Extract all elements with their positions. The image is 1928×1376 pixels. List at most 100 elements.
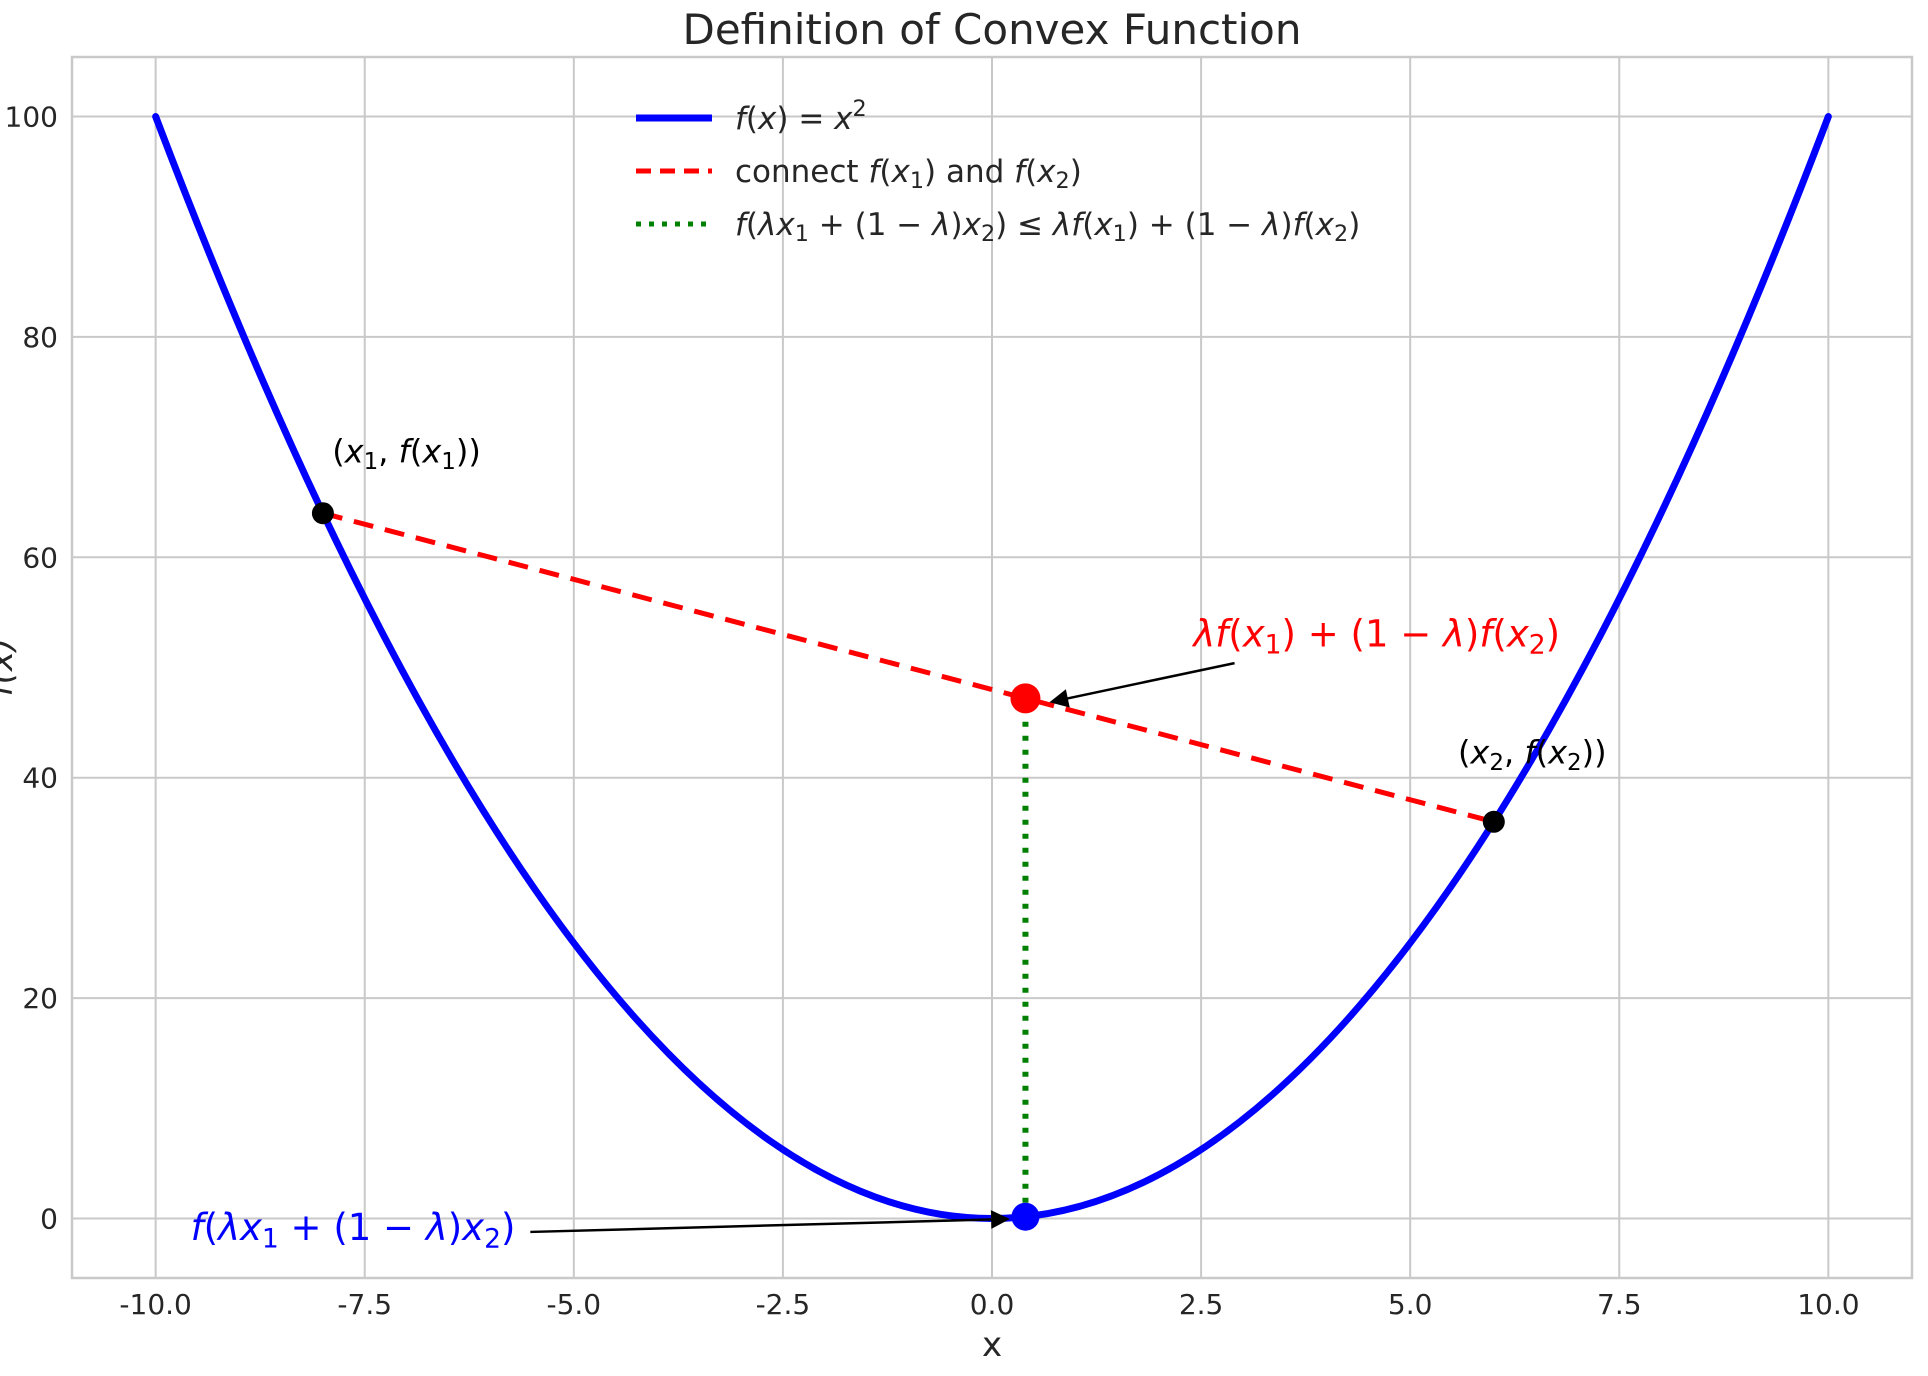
y-tick-100: 100 — [5, 101, 58, 134]
label-curve-value-segment: + (1 − — [279, 1206, 426, 1249]
label-curve-value-segment: x — [461, 1206, 485, 1249]
label-curve-value-segment: 1 — [262, 1223, 279, 1254]
legend-inequality-label-segment: 2 — [1334, 221, 1348, 247]
y-axis-label: f(x) — [0, 638, 21, 697]
x-axis-label: x — [982, 1325, 1002, 1365]
legend-inequality-label-segment: ) ≤ — [995, 207, 1053, 243]
label-chord-value-segment: λ — [1441, 612, 1465, 655]
legend-inequality-label-segment: 1 — [795, 221, 809, 247]
legend-inequality-label-segment: ( — [1082, 207, 1094, 243]
x-tick--10.0: -10.0 — [119, 1288, 191, 1321]
annotation-layer: (x1, f(x1)) (x2, f(x2)) λf(x1) + (1 − λ)f(… — [191, 433, 1607, 1255]
legend-chord-label-segment: ( — [1025, 154, 1037, 190]
legend-inequality-label-segment: + (1 − — [809, 207, 932, 243]
label-curve-value-segment: ) — [448, 1206, 462, 1249]
legend-chord-label-segment: 1 — [910, 168, 924, 194]
label-curve-value-segment: ) — [501, 1206, 515, 1249]
label-chord-value: λf(x1) + (1 − λ)f(x2) — [1191, 612, 1560, 660]
legend-inequality-label-segment: ( — [1304, 207, 1316, 243]
point-x1 — [311, 502, 334, 525]
label-point-x1-segment: , — [378, 433, 398, 471]
label-point-x2-segment: ( — [1536, 734, 1548, 772]
label-chord-value-segment: 1 — [1265, 630, 1282, 661]
legend-inequality-label-segment: ) — [950, 207, 962, 243]
plot-border — [70, 55, 1914, 1280]
x-tick--7.5: -7.5 — [337, 1288, 392, 1321]
label-point-x1-segment: 1 — [441, 449, 456, 475]
x-tick-0.0: 0.0 — [970, 1288, 1015, 1321]
y-tick-60: 60 — [22, 541, 58, 574]
legend-inequality-label: f(λx1 + (1 − λ)x2) ≤ λf(x1) + (1 − λ)f(x… — [735, 207, 1360, 247]
label-chord-value-segment: ) — [1546, 612, 1560, 655]
x-tick-2.5: 2.5 — [1179, 1288, 1224, 1321]
legend-inequality-label-segment: x — [775, 207, 795, 243]
legend-curve-label-segment: 2 — [853, 96, 867, 122]
legend-inequality-label-segment: x — [1093, 207, 1113, 243]
legend-inequality-label-segment: x — [962, 207, 982, 243]
label-curve-value-segment: ( — [204, 1206, 218, 1249]
label-chord-value-segment: 2 — [1529, 630, 1546, 661]
legend-inequality-label-segment: ) — [1348, 207, 1360, 243]
label-curve-value-segment: λ — [424, 1206, 448, 1249]
chart-title: Definition of Convex Function — [682, 5, 1301, 54]
legend-curve-label-segment: x — [757, 101, 777, 137]
legend-chord-label-segment: 2 — [1056, 168, 1070, 194]
legend-inequality-label-segment: λ — [930, 207, 950, 243]
label-point-x2-segment: , — [1504, 734, 1524, 772]
label-point-x1-segment: x — [344, 433, 365, 471]
chord-dashed-line — [322, 510, 1495, 825]
legend-chord-label-segment: ) — [1070, 154, 1082, 190]
label-curve-value-arrow — [530, 1210, 1010, 1234]
label-point-x1-segment: ( — [332, 433, 344, 471]
legend-chord-label-segment: ( — [879, 154, 891, 190]
legend-chord-label-segment: ) and — [924, 154, 1014, 190]
label-curve-value-segment: 2 — [484, 1223, 501, 1254]
legend-curve-label-segment: ) = — [776, 101, 834, 137]
legend-inequality-label-segment: λ — [756, 207, 776, 243]
legend-inequality-label-segment: λ — [1051, 207, 1071, 243]
legend-chord-label-segment: x — [890, 154, 910, 190]
point-x2 — [1482, 810, 1505, 833]
label-point-x2-segment: 2 — [1489, 750, 1504, 776]
label-point-x1-segment: 1 — [364, 449, 379, 475]
legend-layer: f(x) = x2 connect f(x1) and f(x2) f(λx1 + … — [636, 96, 1360, 247]
legend-curve-label-segment: ( — [746, 101, 758, 137]
legend-curve-label: f(x) = x2 — [735, 96, 867, 137]
x-tick-10.0: 10.0 — [1797, 1288, 1859, 1321]
x-tick-7.5: 7.5 — [1597, 1288, 1642, 1321]
y-tick-20: 20 — [22, 982, 58, 1015]
label-curve-value: f(λx1 + (1 − λ)x2) — [191, 1206, 516, 1254]
y-tick-40: 40 — [22, 762, 58, 795]
legend-inequality-label-segment: ) — [1281, 207, 1293, 243]
label-point-x2-segment: ( — [1458, 734, 1470, 772]
x-tick--5.0: -5.0 — [546, 1288, 601, 1321]
x-tick--2.5: -2.5 — [756, 1288, 811, 1321]
point-curve-combo — [1011, 1202, 1040, 1231]
label-point-x1-segment: ( — [410, 433, 422, 471]
label-chord-value-segment: ( — [1228, 612, 1242, 655]
tick-label-layer: -10.0 -7.5 -5.0 -2.5 0.0 2.5 5.0 7.5 10.0 0 20 40 60… — [5, 101, 1860, 1321]
label-point-x2-segment: 2 — [1567, 750, 1582, 776]
label-point-x2: (x2, f(x2)) — [1458, 734, 1607, 776]
label-point-x2-segment: x — [1469, 734, 1490, 772]
label-chord-value-segment: ( — [1492, 612, 1506, 655]
label-chord-value-segment: ) + (1 − — [1282, 612, 1443, 655]
label-point-x1-segment: )) — [456, 433, 481, 471]
legend-chord-label-segment: x — [1036, 154, 1056, 190]
x-tick-5.0: 5.0 — [1388, 1288, 1433, 1321]
y-tick-0: 0 — [40, 1202, 58, 1235]
legend-inequality-label-segment: 2 — [981, 221, 995, 247]
legend-curve-label-segment: x — [833, 101, 853, 137]
legend-inequality-label-segment: x — [1315, 207, 1335, 243]
label-point-x1-segment: x — [421, 433, 442, 471]
grid-layer — [70, 55, 1914, 1280]
label-point-x1: (x1, f(x1)) — [332, 433, 481, 475]
label-curve-value-segment: x — [239, 1206, 263, 1249]
label-chord-value-arrow — [1049, 661, 1235, 708]
label-chord-value-segment: λ — [1191, 612, 1215, 655]
legend-inequality-label-segment: ) + (1 − — [1127, 207, 1262, 243]
label-point-x2-segment: )) — [1582, 734, 1607, 772]
legend-chord-label-segment: connect — [735, 154, 868, 190]
